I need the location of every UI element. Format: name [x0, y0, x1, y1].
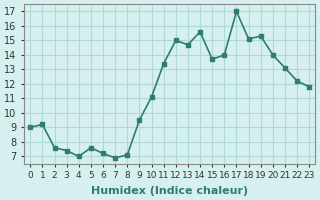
X-axis label: Humidex (Indice chaleur): Humidex (Indice chaleur) — [91, 186, 248, 196]
